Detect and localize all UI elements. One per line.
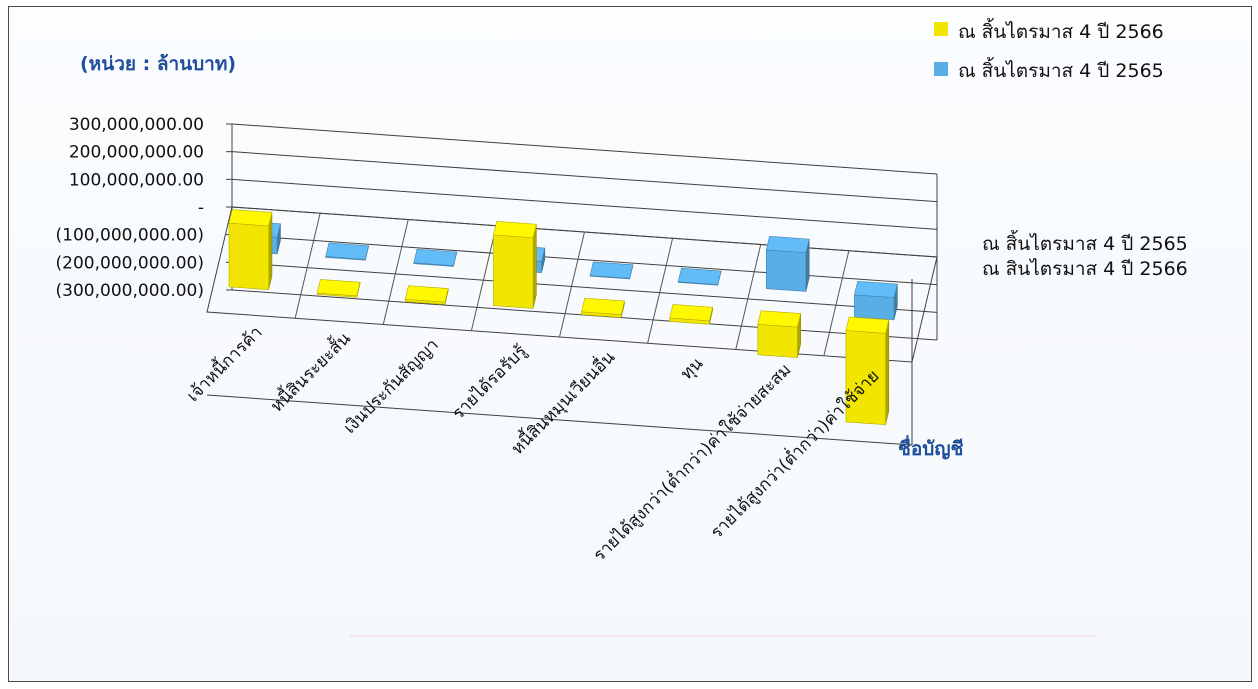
legend: ณ สิ้นไตรมาส 4 ปี 2566 ณ สิ้นไตรมาส 4 ปี…: [934, 18, 1164, 82]
category-divider: [470, 225, 497, 331]
bar-side: [885, 319, 890, 425]
bar-2566-5: [669, 304, 713, 325]
chart-frame: [8, 6, 1252, 682]
bar-face: [404, 299, 446, 305]
bar-face: [765, 249, 807, 292]
bar-2566-0: [228, 209, 273, 291]
bar-face: [493, 234, 534, 309]
x-tick-label: หนี้สินระยะสั้น: [265, 326, 355, 416]
y-tick-label: 300,000,000.00: [69, 115, 204, 135]
x-tick-label: เจ้าหนี้การค้า: [181, 320, 267, 406]
bar-2565-2: [413, 248, 458, 267]
gridline: [231, 178, 938, 230]
legend-label-2565: ณ สิ้นไตรมาส 4 ปี 2565: [958, 57, 1164, 82]
gridline: [231, 151, 938, 203]
bar-2566-6: [757, 310, 802, 358]
depth-label-2566: ณ สินไตรมาส 4 ปี 2566: [982, 258, 1188, 280]
x-axis-ticks: เจ้าหนี้การค้า หนี้สินระยะสั้นเงินประกันส…: [181, 320, 883, 565]
bar-2565-1: [325, 242, 369, 261]
bar-face: [228, 222, 269, 291]
bottom-edge: [206, 394, 913, 446]
bar-2566-3: [493, 221, 537, 309]
bar-face: [316, 292, 358, 298]
gridline: [231, 261, 938, 313]
bar-2566-1: [316, 279, 361, 298]
gridlines: [206, 123, 938, 446]
bar-face: [669, 317, 710, 325]
legend-label-2566: ณ สิ้นไตรมาส 4 ปี 2566: [958, 18, 1164, 43]
category-divider: [294, 213, 321, 319]
bar-face: [581, 311, 622, 318]
y-tick-label: (200,000,000.00): [56, 253, 204, 273]
gridline: [231, 234, 938, 286]
bar-face: [589, 275, 630, 280]
legend-swatch-2565: [934, 62, 948, 76]
y-tick-label: (300,000,000.00): [56, 281, 204, 301]
bar-face: [413, 262, 454, 267]
bar-face: [757, 324, 798, 358]
category-divider: [735, 244, 762, 350]
bar-2565-4: [589, 261, 634, 280]
bar-face: [677, 281, 719, 286]
x-tick-label: เงินประกันสัญญา: [340, 335, 443, 438]
bars: [228, 209, 898, 426]
category-divider: [559, 231, 585, 338]
category-divider: [382, 219, 409, 325]
x-tick-label: รายได้สูงกว่า(ต่ำกว่า)ค่าใช้จ่าย: [705, 364, 884, 543]
category-divider: [823, 250, 850, 356]
bar-2566-4: [581, 297, 625, 318]
y-axis-ticks: 300,000,000.00 200,000,000.00 100,000,000.…: [56, 115, 204, 301]
bar-face: [325, 256, 366, 261]
x-tick-label: รายได้สูงกว่า(ต่ำกว่า)ค่าใช้จ่ายสะสม: [588, 358, 796, 566]
y-tick-label: -: [198, 198, 204, 218]
floor-plane: [206, 206, 938, 363]
legend-swatch-2566: [934, 22, 948, 36]
x-tick-label: รายได้รอรับรู้: [448, 341, 531, 424]
y-tick-label: 200,000,000.00: [69, 143, 204, 163]
x-tick-label: ทุน: [677, 354, 708, 385]
category-divider: [647, 238, 674, 344]
bar-2565-7: [854, 280, 898, 321]
bar-2566-2: [404, 285, 449, 305]
y-tick-label: (100,000,000.00): [56, 226, 204, 246]
bar-face: [845, 330, 886, 426]
gridline: [231, 123, 938, 175]
unit-label: (หน่วย : ล้านบาท): [80, 53, 236, 75]
depth-label-2565: ณ สิ้นไตรมาส 4 ปี 2565: [982, 230, 1188, 255]
bar-2565-5: [677, 267, 722, 286]
bar-2565-6: [765, 235, 810, 292]
x-axis-title: ชื่อบัญชี: [898, 435, 964, 460]
y-tick-label: 100,000,000.00: [69, 170, 204, 190]
bar-2566-7: [845, 316, 890, 426]
bar-face: [854, 294, 895, 321]
